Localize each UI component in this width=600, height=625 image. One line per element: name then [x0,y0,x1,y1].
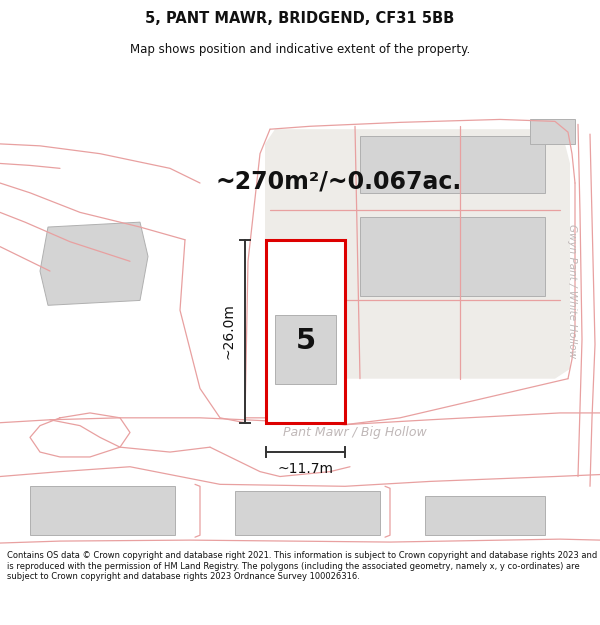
Text: ~26.0m: ~26.0m [222,303,236,359]
Text: Contains OS data © Crown copyright and database right 2021. This information is : Contains OS data © Crown copyright and d… [7,551,598,581]
Text: ~11.7m: ~11.7m [277,462,334,476]
Polygon shape [360,217,545,296]
Text: 5, PANT MAWR, BRIDGEND, CF31 5BB: 5, PANT MAWR, BRIDGEND, CF31 5BB [145,11,455,26]
Text: ~270m²/~0.067ac.: ~270m²/~0.067ac. [215,169,461,193]
Polygon shape [265,129,570,379]
Polygon shape [275,315,336,384]
Polygon shape [30,486,175,535]
Polygon shape [360,136,545,192]
Polygon shape [266,240,345,422]
Text: Pant Mawr / Big Hollow: Pant Mawr / Big Hollow [283,426,427,439]
Polygon shape [425,496,545,535]
Text: Map shows position and indicative extent of the property.: Map shows position and indicative extent… [130,42,470,56]
Polygon shape [235,491,380,535]
Text: 5: 5 [295,327,316,355]
Text: Gwyn Pant / White Hollow: Gwyn Pant / White Hollow [567,224,577,358]
Polygon shape [40,222,148,305]
Polygon shape [530,119,575,144]
